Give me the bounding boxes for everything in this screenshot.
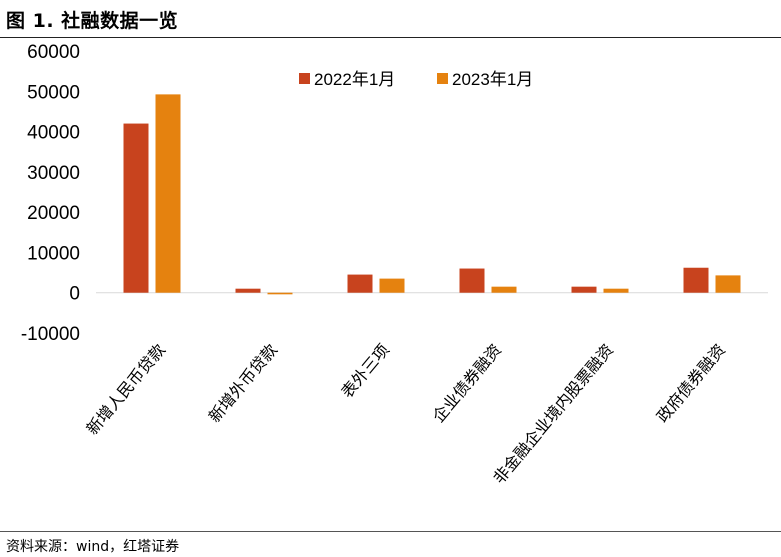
bar <box>491 286 517 293</box>
bar <box>715 275 741 293</box>
legend-label: 2022年1月 <box>314 70 395 89</box>
bar <box>235 288 261 293</box>
y-tick-label: 50000 <box>27 82 80 103</box>
y-tick-label: 30000 <box>27 163 80 184</box>
bar <box>123 123 149 293</box>
bar <box>379 278 405 293</box>
figure-title: 图 1. 社融数据一览 <box>6 10 179 32</box>
y-tick-label: 0 <box>69 284 80 305</box>
bar <box>459 268 485 293</box>
y-tick-label: 20000 <box>27 203 80 224</box>
bar <box>683 267 709 293</box>
x-category-label: 政府债券融资 <box>653 340 729 426</box>
bar <box>571 286 597 293</box>
x-category-label: 企业债券融资 <box>429 340 505 426</box>
x-category-label: 新增外币贷款 <box>205 340 281 426</box>
y-tick-label: 60000 <box>27 42 80 63</box>
bar <box>267 292 293 295</box>
bar <box>603 288 629 293</box>
bar <box>155 94 181 293</box>
y-tick-label: 40000 <box>27 123 80 144</box>
legend-label: 2023年1月 <box>452 70 533 89</box>
source-note: 资料来源：wind，红塔证券 <box>6 539 180 555</box>
x-category-label: 非金融企业境内股票融资 <box>489 340 617 487</box>
y-tick-label: -10000 <box>21 324 80 345</box>
x-category-label: 表外三项 <box>337 340 393 401</box>
x-category-label: 新增人民币贷款 <box>83 340 170 438</box>
bar-chart: 60000 50000 40000 30000 20000 10000 0 -10000新增人… <box>21 42 768 487</box>
y-tick-label: 10000 <box>27 243 80 264</box>
legend-swatch <box>299 73 310 84</box>
source-rule <box>0 531 781 532</box>
legend-swatch <box>437 73 448 84</box>
title-rule <box>0 37 781 38</box>
bar <box>347 274 373 293</box>
